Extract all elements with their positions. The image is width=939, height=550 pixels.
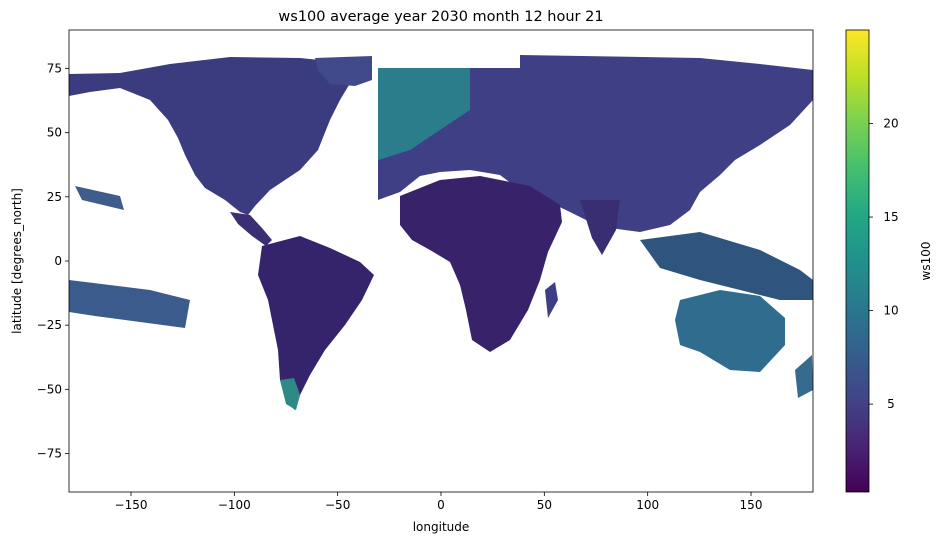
x-tick-label: 50 [537, 498, 552, 512]
y-tick-label: −75 [37, 447, 62, 461]
x-tick-label: −150 [115, 498, 148, 512]
colorbar-tick-label: 20 [883, 117, 898, 131]
x-tick-label: −100 [218, 498, 251, 512]
x-tick-label: −50 [325, 498, 350, 512]
land-eurasia [378, 55, 813, 232]
x-axis-label: longitude [413, 520, 470, 534]
colorbar-label: ws100 [919, 242, 933, 281]
y-tick-label: −50 [37, 382, 62, 396]
land-australia [675, 290, 785, 372]
land-pacific-islands [69, 280, 190, 328]
land-india [580, 200, 620, 255]
land-europe-block [378, 68, 470, 160]
y-tick-label: 75 [47, 62, 62, 76]
y-tick-label: 0 [54, 254, 62, 268]
land-south-america [258, 236, 374, 410]
y-tick-label: 25 [47, 190, 62, 204]
land-central-america [230, 212, 272, 246]
y-tick-label: 50 [47, 126, 62, 140]
land-hawaii [75, 186, 124, 210]
y-axis-ticks: 75 50 25 0 −25 −50 −75 [37, 62, 69, 461]
chart-title: ws100 average year 2030 month 12 hour 21 [278, 9, 603, 25]
land-new-zealand [795, 355, 813, 398]
x-tick-label: 150 [740, 498, 763, 512]
colorbar [845, 29, 870, 493]
land-madagascar [545, 282, 558, 318]
colorbar-tick-label: 5 [887, 397, 895, 411]
colorbar-tick-label: 10 [883, 304, 898, 318]
land-north-america [69, 57, 352, 215]
land-arctic-islands [315, 56, 372, 86]
land-africa [400, 176, 562, 352]
colorbar-tick-label: 15 [883, 210, 898, 224]
x-tick-label: 100 [636, 498, 659, 512]
plot-area [69, 30, 813, 492]
x-axis-ticks: −150 −100 −50 0 50 100 150 [115, 492, 763, 512]
colorbar-ticks: 5 10 15 20 [869, 117, 899, 411]
y-tick-label: −25 [37, 318, 62, 332]
x-tick-label: 0 [437, 498, 445, 512]
land-indonesia [640, 232, 813, 300]
land-patagonia [280, 378, 300, 410]
y-axis-label: latitude [degrees_north] [10, 188, 24, 334]
